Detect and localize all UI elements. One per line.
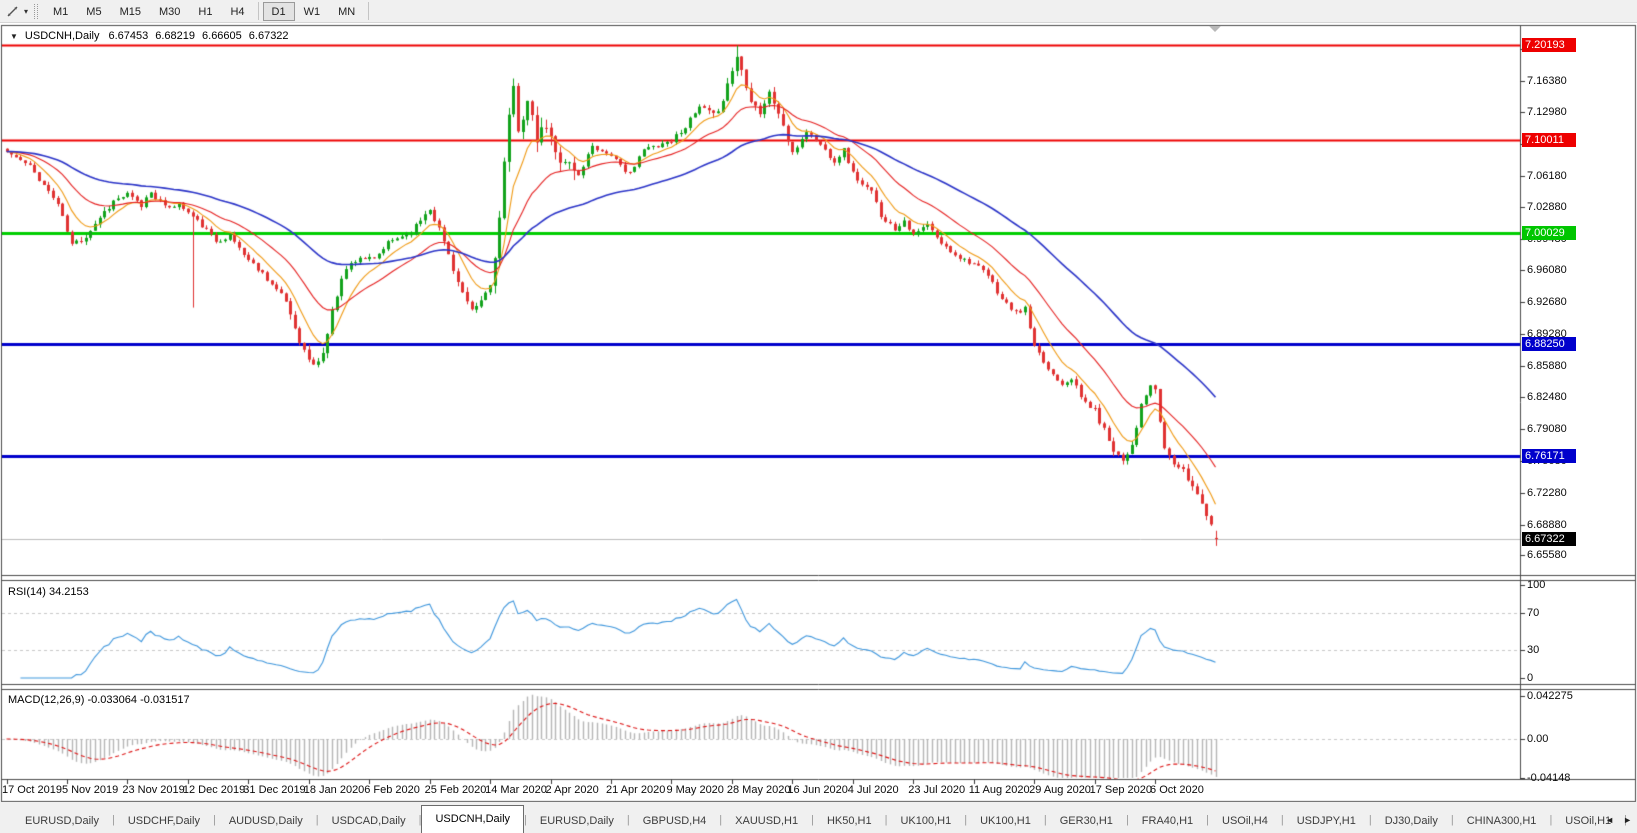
high-value: 6.68219 bbox=[155, 30, 196, 42]
chart-tab[interactable]: USDCNH,Daily bbox=[421, 805, 525, 833]
toolbar-grip[interactable] bbox=[34, 3, 39, 19]
tab-scroll-left-icon[interactable]: ◄ bbox=[1605, 815, 1615, 825]
tab-separator: | bbox=[524, 814, 527, 826]
chart-tab[interactable]: USDCHF,Daily bbox=[127, 815, 200, 827]
cursor-tool-dropdown-caret[interactable]: ▾ bbox=[24, 6, 29, 16]
chart-tab[interactable]: USDCAD,Daily bbox=[331, 815, 406, 827]
chart-tab[interactable]: DJ30,Daily bbox=[1384, 815, 1438, 827]
chart-title: ▼ USDCNH,Daily 6.67453 6.68219 6.66605 6… bbox=[10, 30, 289, 42]
timeframe-button-m5[interactable]: M5 bbox=[86, 5, 102, 18]
low-value: 6.66605 bbox=[202, 30, 242, 42]
tab-separator: | bbox=[1368, 814, 1372, 826]
chart-tab[interactable]: CHINA300,H1 bbox=[1466, 815, 1537, 827]
chart-tab[interactable]: AUDUSD,Daily bbox=[228, 815, 303, 827]
tab-separator: | bbox=[884, 814, 888, 826]
open-value: 6.67453 bbox=[108, 30, 149, 42]
close-value: 6.67322 bbox=[248, 30, 289, 42]
tab-scroll-arrows: ◄ ► bbox=[1605, 815, 1632, 825]
chart-tab-bar: EURUSD,Daily | USDCHF,Daily | AUDUSD,Daily | U… bbox=[0, 802, 1637, 833]
chart-tab[interactable]: USDJPY,H1 bbox=[1296, 815, 1356, 827]
chart-tabs: EURUSD,Daily | USDCHF,Daily | AUDUSD,Daily | U… bbox=[12, 802, 1627, 833]
tab-separator: | bbox=[1125, 814, 1129, 826]
chart-tab[interactable]: UK100,H1 bbox=[980, 815, 1031, 827]
chart-tab[interactable]: GER30,H1 bbox=[1059, 815, 1113, 827]
chart-tab[interactable]: USOil,H4 bbox=[1222, 815, 1268, 827]
chart-tab[interactable]: EURUSD,Daily bbox=[25, 815, 99, 827]
toolbar-separator bbox=[257, 2, 259, 20]
tab-separator: | bbox=[418, 814, 422, 826]
tab-separator: | bbox=[111, 814, 115, 826]
chart-tab[interactable]: XAUUSD,H1 bbox=[735, 815, 799, 827]
chart-tab[interactable]: HK50,H1 bbox=[826, 815, 872, 827]
chart-collapse-icon[interactable]: ▼ bbox=[10, 31, 18, 41]
tab-separator: | bbox=[626, 814, 630, 826]
chart-tab[interactable]: UK100,H1 bbox=[900, 815, 952, 827]
tab-separator: | bbox=[1043, 814, 1047, 826]
timeframe-button-m30[interactable]: M30 bbox=[158, 5, 181, 18]
tab-separator: | bbox=[719, 814, 723, 826]
timeframe-toolbar: M1 M5 M15 M30 H1 H4 D1 W1 MN bbox=[44, 0, 373, 23]
tab-separator: | bbox=[811, 814, 814, 826]
timeframe-button-m1[interactable]: M1 bbox=[53, 5, 69, 18]
timeframe-button-m15[interactable]: M15 bbox=[119, 5, 141, 18]
timeframe-button-mn[interactable]: MN bbox=[338, 5, 356, 18]
tab-separator: | bbox=[1280, 814, 1284, 826]
tab-separator: | bbox=[315, 814, 319, 826]
tab-separator: | bbox=[1206, 814, 1210, 826]
timeframe-button-h1[interactable]: H1 bbox=[198, 5, 213, 18]
rsi-label: RSI(14) 34.2153 bbox=[8, 586, 89, 598]
timeframe-button-w1[interactable]: W1 bbox=[303, 5, 321, 18]
toolbar: ▾ M1 M5 M15 M30 H1 H4 D1 W1 MN bbox=[0, 0, 1637, 23]
chart-tab[interactable]: GBPUSD,H4 bbox=[642, 815, 707, 827]
macd-label: MACD(12,26,9) -0.033064 -0.031517 bbox=[8, 694, 190, 706]
cursor-tool-icon[interactable] bbox=[4, 3, 22, 19]
timeframe-button-d1[interactable]: D1 bbox=[262, 1, 295, 21]
tab-separator: | bbox=[964, 814, 968, 826]
toolbar-separator bbox=[368, 2, 370, 20]
tab-separator: | bbox=[1549, 814, 1553, 826]
tab-separator: | bbox=[1450, 814, 1454, 826]
tab-separator: | bbox=[212, 814, 216, 826]
timeframe-button-h4[interactable]: H4 bbox=[230, 5, 245, 18]
tab-scroll-right-icon[interactable]: ► bbox=[1623, 815, 1632, 825]
chart-tab[interactable]: EURUSD,Daily bbox=[539, 815, 614, 827]
shift-marker-icon bbox=[1209, 26, 1221, 32]
chart-tab[interactable]: USOil,H1 bbox=[1565, 815, 1612, 827]
chart-tab[interactable]: FRA40,H1 bbox=[1141, 815, 1194, 827]
tab-separator: | bbox=[1624, 814, 1627, 826]
chart-symbol-label: USDCNH,Daily bbox=[24, 30, 100, 42]
